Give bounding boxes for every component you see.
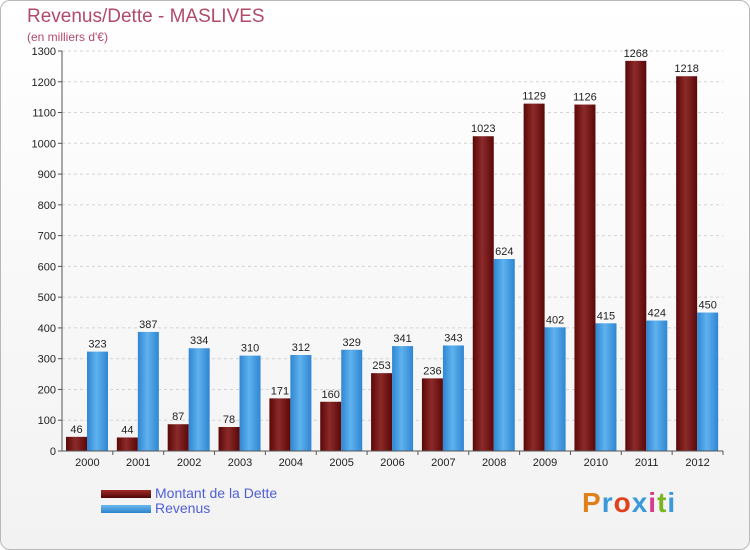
logo-letter: x (631, 487, 649, 518)
bar-dette (320, 401, 342, 451)
bar-dette (625, 60, 647, 451)
value-label-dette: 1023 (471, 123, 495, 135)
x-tick-label: 2006 (380, 457, 404, 469)
axes: 0 100 200 300 400 500 600 700 800 900 1000 1100 1200… (32, 46, 724, 469)
x-tick-label: 2004 (279, 457, 303, 469)
bar-revenus (290, 355, 312, 451)
y-tick-label: 900 (38, 169, 56, 181)
value-label-dette: 1268 (624, 48, 648, 60)
logo-letter: P (582, 487, 602, 518)
bar-dette (218, 427, 240, 451)
bar-dette (676, 76, 698, 451)
logo-letter: i (648, 487, 658, 518)
y-tick-label: 1000 (32, 138, 56, 150)
bar-dette (421, 378, 443, 451)
bar-dette (371, 373, 393, 451)
bars (66, 60, 719, 452)
proxiti-logo: Proxiti (582, 487, 676, 519)
bar-dette (167, 424, 189, 451)
value-label-dette: 160 (322, 389, 340, 401)
value-label-revenus: 424 (648, 308, 666, 320)
y-tick-label: 1100 (32, 108, 56, 120)
bar-revenus (392, 346, 414, 451)
value-label-dette: 1129 (522, 91, 546, 103)
value-label-revenus: 402 (546, 314, 564, 326)
value-label-revenus: 329 (343, 337, 361, 349)
y-tick-label: 1300 (32, 46, 56, 58)
y-tick-label: 800 (38, 200, 56, 212)
bar-revenus (87, 351, 108, 451)
value-label-dette: 236 (423, 365, 441, 377)
x-tick-label: 2009 (533, 457, 557, 469)
value-label-dette: 46 (70, 424, 82, 436)
legend-swatch-dette (101, 490, 151, 498)
x-tick-label: 2002 (177, 457, 201, 469)
value-label-revenus: 312 (292, 342, 310, 354)
x-tick-label: 2000 (75, 457, 99, 469)
legend-swatch-revenus (101, 505, 151, 513)
logo-letter: t (657, 487, 668, 518)
y-tick-label: 400 (38, 323, 56, 335)
bar-revenus (188, 348, 210, 451)
value-label-dette: 171 (271, 385, 289, 397)
legend-label-dette: Montant de la Dette (155, 485, 278, 501)
y-tick-label: 300 (38, 354, 56, 366)
bar-dette (116, 437, 138, 451)
x-tick-label: 2001 (126, 457, 150, 469)
bar-revenus (544, 327, 566, 451)
y-tick-label: 500 (38, 292, 56, 304)
value-label-dette: 44 (121, 424, 133, 436)
y-tick-label: 100 (38, 415, 56, 427)
bar-revenus (646, 320, 668, 451)
bar-dette (574, 104, 596, 452)
x-tick-label: 2003 (228, 457, 252, 469)
x-tick-label: 2005 (329, 457, 353, 469)
bar-dette (66, 436, 87, 451)
value-label-revenus: 323 (88, 339, 106, 351)
value-label-dette: 1126 (573, 92, 597, 104)
bar-revenus (595, 323, 617, 451)
value-label-dette: 87 (172, 411, 184, 423)
bar-dette (269, 398, 291, 451)
x-tick-label: 2008 (482, 457, 506, 469)
value-label-revenus: 624 (495, 246, 513, 258)
bar-dette (523, 103, 545, 451)
value-label-revenus: 310 (241, 343, 259, 355)
bar-revenus (493, 259, 515, 451)
value-label-revenus: 341 (393, 333, 411, 345)
bar-revenus (137, 331, 159, 451)
y-tick-label: 1200 (32, 77, 56, 89)
chart-title: Revenus/Dette - MASLIVES (27, 6, 265, 27)
x-tick-label: 2007 (431, 457, 455, 469)
logo-letter: i (667, 487, 677, 518)
logo-letter: r (601, 487, 614, 518)
bar-revenus (341, 349, 363, 451)
y-tick-label: 0 (50, 446, 56, 458)
bar-revenus (239, 355, 261, 451)
value-label-revenus: 387 (139, 319, 157, 331)
bar-revenus (697, 312, 719, 451)
value-label-revenus: 415 (597, 310, 615, 322)
value-label-revenus: 334 (190, 335, 208, 347)
x-tick-label: 2012 (685, 457, 709, 469)
y-tick-label: 700 (38, 231, 56, 243)
value-label-dette: 78 (223, 414, 235, 426)
logo-letter: o (613, 487, 632, 518)
chart-subtitle: (en milliers d'€) (27, 30, 108, 44)
value-labels: 46 323 44 387 87 334 78 310 171 312 160 329 253 341 23… (70, 48, 716, 437)
value-label-revenus: 343 (444, 332, 462, 344)
y-tick-label: 600 (38, 261, 56, 273)
value-label-dette: 253 (372, 360, 390, 372)
bar-dette (472, 136, 494, 451)
value-label-dette: 1218 (674, 63, 698, 75)
y-tick-label: 200 (38, 384, 56, 396)
value-label-revenus: 450 (698, 300, 716, 312)
legend-label-revenus: Revenus (155, 500, 211, 516)
x-tick-label: 2011 (635, 457, 659, 469)
x-tick-label: 2010 (584, 457, 608, 469)
bar-revenus (442, 345, 464, 451)
